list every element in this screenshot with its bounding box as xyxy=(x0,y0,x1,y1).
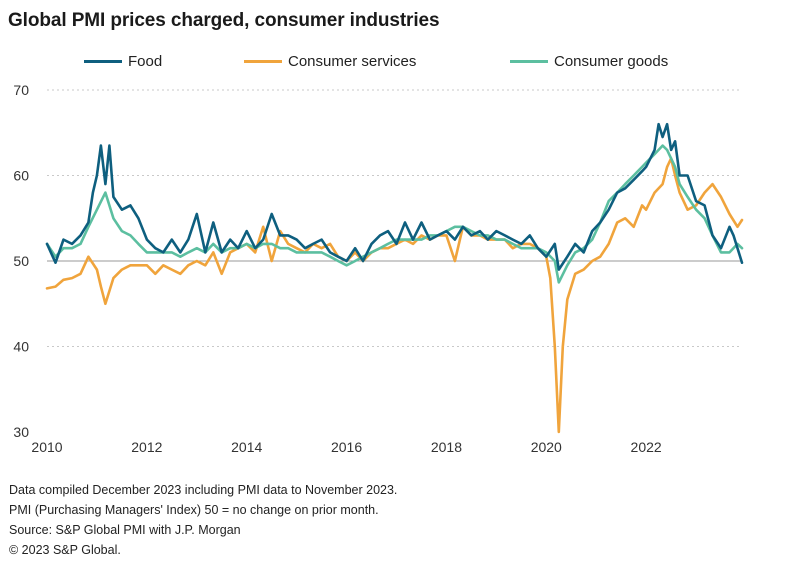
legend-item-food: Food xyxy=(84,50,162,72)
x-tick-label: 2014 xyxy=(231,439,262,455)
plot-area: 30 40 50 60 70 2010 2012 2014 2016 2018 2020 2022 xyxy=(13,82,744,455)
y-tick-label: 50 xyxy=(13,253,29,269)
x-tick-label: 2012 xyxy=(131,439,162,455)
legend-label-consumer-services: Consumer services xyxy=(288,52,417,70)
series-line-consumer-goods xyxy=(45,144,744,284)
legend-swatch-consumer-services xyxy=(244,59,282,63)
y-tick-label: 70 xyxy=(13,82,29,98)
y-tick-label: 40 xyxy=(13,339,29,355)
legend-label-consumer-goods: Consumer goods xyxy=(554,52,669,70)
series-line-food xyxy=(45,122,744,271)
footnote-source: Source: S&P Global PMI with J.P. Morgan xyxy=(9,523,241,537)
x-tick-label: 2010 xyxy=(31,439,62,455)
legend-swatch-consumer-goods xyxy=(510,59,548,63)
series-line-consumer-services xyxy=(45,157,744,434)
footnotes: Data compiled December 2023 including PM… xyxy=(9,480,397,560)
legend-item-consumer-services: Consumer services xyxy=(244,50,416,72)
y-tick-label: 60 xyxy=(13,168,29,184)
y-tick-label: 30 xyxy=(13,424,29,440)
x-tick-label: 2022 xyxy=(631,439,662,455)
x-tick-label: 2016 xyxy=(331,439,362,455)
footnote-definition: PMI (Purchasing Managers' Index) 50 = no… xyxy=(9,503,379,517)
footnote-copyright: © 2023 S&P Global. xyxy=(9,543,121,557)
legend-item-consumer-goods: Consumer goods xyxy=(510,50,668,72)
legend-label-food: Food xyxy=(128,52,163,70)
x-tick-label: 2018 xyxy=(431,439,462,455)
legend: Food Consumer services Consumer goods xyxy=(0,50,791,72)
legend-swatch-food xyxy=(84,59,122,63)
chart-title: Global PMI prices charged, consumer indu… xyxy=(8,10,440,31)
footnote-compiled: Data compiled December 2023 including PM… xyxy=(9,483,398,497)
x-tick-label: 2020 xyxy=(531,439,562,455)
